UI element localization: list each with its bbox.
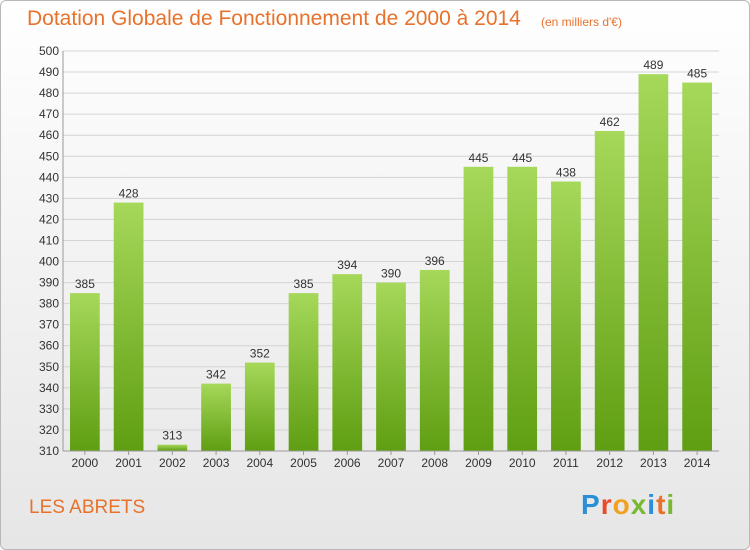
y-tick-label: 340 — [39, 381, 59, 395]
label-layer: 385 428 313 342 352 385 394 390 396 445 445 438 462 4… — [75, 58, 708, 443]
bar-2005 — [288, 293, 319, 451]
y-tick-label: 470 — [39, 107, 59, 121]
value-label-2006: 394 — [337, 258, 357, 272]
proxiti-logo: Proxiti — [581, 489, 676, 520]
x-tick-label-2000: 2000 — [72, 456, 99, 470]
x-tick-label-2002: 2002 — [159, 456, 186, 470]
value-label-2009: 445 — [468, 151, 488, 165]
bar-layer — [69, 74, 713, 452]
x-tick-label-2012: 2012 — [596, 456, 623, 470]
x-tick-label-2007: 2007 — [378, 456, 405, 470]
x-tick-label-2010: 2010 — [509, 456, 536, 470]
y-tick-label: 310 — [39, 444, 59, 458]
x-tick-label-2008: 2008 — [421, 456, 448, 470]
y-tick-label: 490 — [39, 65, 59, 79]
y-tick-label: 320 — [39, 423, 59, 437]
bar-2007 — [376, 282, 406, 451]
chart-title: Dotation Globale de Fonctionnement de 20… — [27, 7, 521, 30]
bar-2013 — [638, 74, 669, 451]
x-tick-label-2005: 2005 — [290, 456, 317, 470]
x-tick-label-2011: 2011 — [553, 456, 579, 470]
x-tick-label-2001: 2001 — [115, 456, 142, 470]
value-label-2004: 352 — [250, 347, 270, 361]
value-label-2001: 428 — [119, 187, 139, 201]
x-tick-label-2006: 2006 — [334, 456, 361, 470]
bar-2000 — [69, 293, 100, 451]
value-label-2008: 396 — [425, 254, 445, 268]
bar-2008 — [419, 269, 450, 451]
bar-2003 — [201, 383, 231, 451]
value-label-2002: 313 — [162, 429, 182, 443]
bar-2001 — [113, 202, 144, 451]
value-label-2007: 390 — [381, 267, 401, 281]
y-tick-label: 440 — [39, 170, 59, 184]
y-tick-label: 480 — [39, 86, 59, 100]
x-tick-label-2003: 2003 — [203, 456, 230, 470]
bar-2012 — [594, 131, 625, 451]
y-tick-label: 330 — [39, 402, 59, 416]
chart-subtitle: (en milliers d'€) — [541, 15, 622, 29]
y-tick-label: 430 — [39, 191, 59, 205]
value-label-2005: 385 — [294, 277, 314, 291]
axis-layer: 310 320 330 340 350 360 370 380 390 400 410 420 430 4… — [39, 44, 719, 470]
value-label-2011: 438 — [556, 166, 576, 180]
y-tick-label: 390 — [39, 276, 59, 290]
value-label-2000: 385 — [75, 277, 95, 291]
y-tick-label: 460 — [39, 128, 59, 142]
value-label-2010: 445 — [512, 151, 532, 165]
x-tick-label-2014: 2014 — [684, 456, 711, 470]
value-label-2012: 462 — [600, 115, 620, 129]
y-tick-label: 400 — [39, 255, 59, 269]
y-tick-label: 370 — [39, 318, 59, 332]
y-tick-label: 410 — [39, 233, 59, 247]
bar-2009 — [463, 166, 494, 451]
y-tick-label: 360 — [39, 339, 59, 353]
y-tick-label: 420 — [39, 212, 59, 226]
bar-2014 — [682, 82, 713, 451]
x-tick-label-2009: 2009 — [465, 456, 492, 470]
bar-2002 — [157, 444, 188, 451]
bar-2004 — [244, 362, 275, 451]
value-label-2013: 489 — [643, 58, 663, 72]
bar-2010 — [507, 166, 538, 451]
y-tick-label: 450 — [39, 149, 59, 163]
y-tick-label: 380 — [39, 297, 59, 311]
y-tick-label: 350 — [39, 360, 59, 374]
x-tick-label-2013: 2013 — [640, 456, 667, 470]
value-label-2014: 485 — [687, 67, 707, 81]
commune-name: LES ABRETS — [29, 497, 146, 518]
bar-2006 — [332, 274, 363, 451]
bar-2011 — [551, 181, 581, 452]
x-tick-label-2004: 2004 — [246, 456, 273, 470]
value-label-2003: 342 — [206, 368, 226, 382]
y-tick-label: 500 — [39, 44, 59, 58]
